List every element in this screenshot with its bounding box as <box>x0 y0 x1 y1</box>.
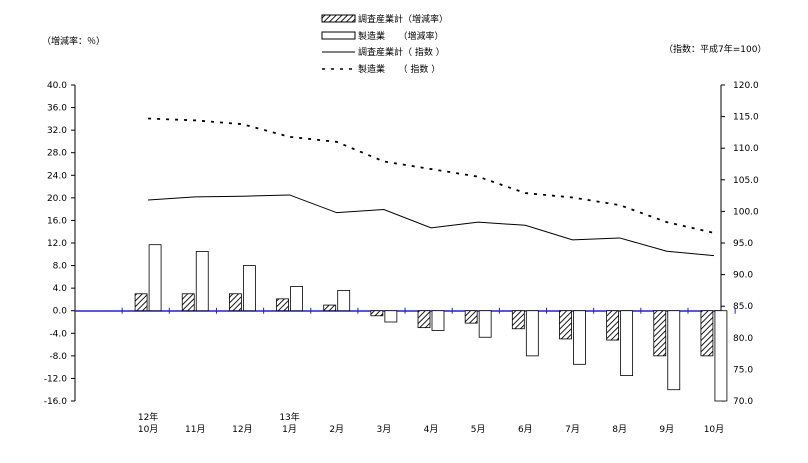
x-tick-label: 5月 <box>471 424 486 435</box>
left-tick-label: 36.0 <box>47 104 67 114</box>
right-tick-label: 100.0 <box>733 207 759 217</box>
legend-label-2: 調査産業計（ 指数 ） <box>358 46 445 58</box>
legend-label-0: 調査産業計（増減率） <box>358 13 448 25</box>
left-axis-label: （増減率：％） <box>42 35 105 47</box>
bar-manufacturing-rate <box>478 310 492 338</box>
x-tick-label: 3月 <box>376 424 391 435</box>
bar-all-industries-rate <box>606 310 620 341</box>
bar-all-industries-rate <box>559 310 572 340</box>
bar-manufacturing-rate <box>290 286 303 312</box>
line-all-industries-index <box>148 194 714 257</box>
x-tick-label: 8月 <box>612 424 627 435</box>
bar-manufacturing-rate <box>620 310 634 377</box>
legend-swatch-hatched-bar <box>321 14 356 23</box>
right-tick-label: 120.0 <box>733 81 759 91</box>
x-tick-label: 1月 <box>282 424 297 435</box>
left-tick-label: 40.0 <box>47 81 67 91</box>
x-tick-label: 9月 <box>659 424 674 435</box>
left-tick-label: 20.0 <box>47 194 67 204</box>
x-tick-label: 4月 <box>424 424 439 435</box>
right-tick-label: 90.0 <box>733 271 753 281</box>
right-tick-label: 115.0 <box>733 113 759 123</box>
bar-all-industries-rate <box>228 293 242 312</box>
right-axis-label: （指数：平成7年=100） <box>664 43 766 55</box>
x-tick-label: 11月 <box>185 424 205 435</box>
legend: 調査産業計（増減率） 製造業 （増減率） 調査産業計（ 指数 ） 製造業 （ 指… <box>321 13 448 75</box>
left-tick-label: -12.0 <box>44 374 68 384</box>
legend-label-3: 製造業 （ 指数 ） <box>358 63 440 75</box>
left-tick-label: 0.0 <box>53 307 68 317</box>
index-lines <box>148 117 715 257</box>
left-tick-label: 12.0 <box>47 239 67 249</box>
left-tick-label: 8.0 <box>53 262 68 272</box>
right-tick-label: 95.0 <box>733 239 753 249</box>
line-manufacturing-index <box>148 117 715 234</box>
bar-all-industries-rate <box>323 304 337 312</box>
right-tick-label: 75.0 <box>733 365 753 375</box>
bar-manufacturing-rate <box>242 265 256 312</box>
legend-label-1: 製造業 （増減率） <box>358 30 444 42</box>
bar-manufacturing-rate <box>148 244 162 312</box>
bar-all-industries-rate <box>417 310 431 329</box>
bars <box>134 244 728 402</box>
left-tick-label: 16.0 <box>47 216 67 226</box>
bar-all-industries-rate <box>370 310 384 317</box>
bar-all-industries-rate <box>511 310 525 330</box>
x-tick-label: 7月 <box>565 424 580 435</box>
left-tick-label: -16.0 <box>44 397 68 407</box>
right-tick-label: 70.0 <box>733 397 753 407</box>
bar-all-industries-rate <box>134 293 148 312</box>
x-tick-label: 6月 <box>518 424 533 435</box>
left-tick-label: -4.0 <box>49 329 67 339</box>
left-ticks: 40.0 36.0 32.0 28.0 24.0 20.0 16.0 12.0 8.0 4.0 0.… <box>44 81 75 407</box>
bar-manufacturing-rate <box>525 310 539 357</box>
year-label: 13年 <box>279 411 299 423</box>
left-tick-label: -8.0 <box>49 352 67 362</box>
legend-swatch-open-bar <box>321 31 356 40</box>
right-tick-label: 110.0 <box>733 144 759 154</box>
right-tick-label: 80.0 <box>733 334 753 344</box>
right-tick-label: 85.0 <box>733 302 753 312</box>
bar-all-industries-rate <box>464 310 478 324</box>
bar-manufacturing-rate <box>714 310 728 402</box>
left-tick-label: 28.0 <box>47 149 67 159</box>
x-tick-label: 10月 <box>704 424 724 435</box>
x-tick-label: 2月 <box>329 424 344 435</box>
year-label: 12年 <box>138 411 158 423</box>
left-tick-label: 4.0 <box>53 284 68 294</box>
left-tick-label: 32.0 <box>47 126 67 136</box>
right-tick-label: 105.0 <box>733 176 759 186</box>
bar-manufacturing-rate <box>573 310 586 365</box>
bar-manufacturing-rate <box>195 251 209 312</box>
x-tick-label: 12月 <box>232 424 252 435</box>
bar-manufacturing-rate <box>431 310 445 331</box>
bar-manufacturing-rate <box>337 289 351 312</box>
bar-all-industries-rate <box>700 310 714 357</box>
bar-manufacturing-rate <box>667 310 681 391</box>
bar-all-industries-rate <box>181 293 195 312</box>
x-tick-label: 10月 <box>138 424 158 435</box>
right-ticks: 120.0 115.0 110.0 105.0 100.0 95.0 90.0 85.0 80.… <box>721 81 759 407</box>
left-tick-label: 24.0 <box>47 171 67 181</box>
bar-all-industries-rate <box>653 310 667 357</box>
bar-all-industries-rate <box>276 298 289 312</box>
bar-manufacturing-rate <box>384 310 398 323</box>
